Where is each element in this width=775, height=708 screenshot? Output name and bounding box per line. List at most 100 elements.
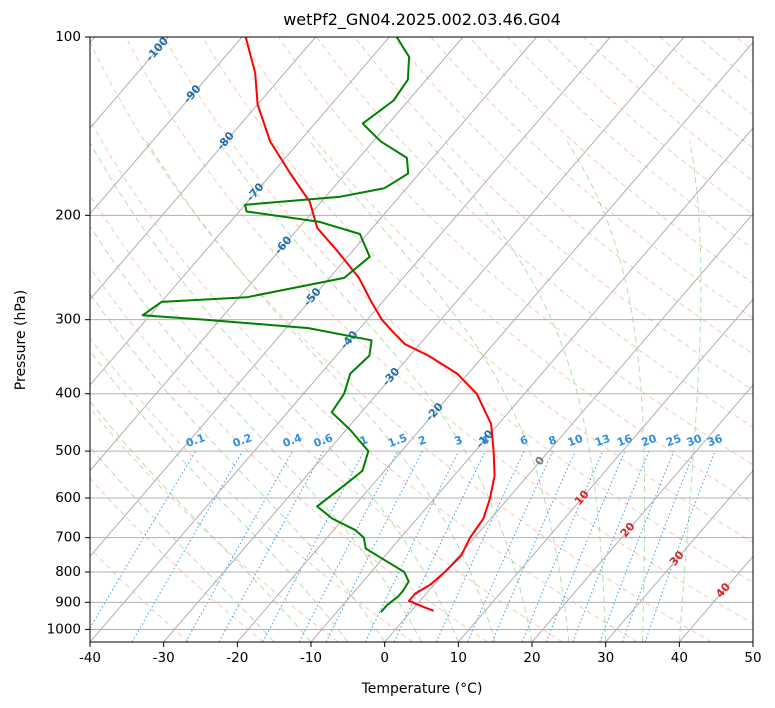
dry-adiabat xyxy=(90,194,563,642)
moist-adiabat xyxy=(90,400,312,642)
dry-adiabat xyxy=(430,37,753,319)
moist-adiabat xyxy=(90,141,459,642)
mixing-ratio-line xyxy=(545,450,626,642)
isotherm-line xyxy=(90,37,317,301)
dry-adiabat xyxy=(90,266,488,642)
profile-lines xyxy=(141,37,496,613)
mixing-ratio-label: 0.4 xyxy=(281,431,304,450)
y-axis: 100 200 300 400 500 600 700 800 900 1000 xyxy=(47,29,90,637)
mixing-ratio-label: 13 xyxy=(593,432,612,449)
isotherm-line xyxy=(531,384,753,642)
mixing-ratio-label: 6 xyxy=(518,433,530,448)
mixing-ratio-label: 0.2 xyxy=(231,431,254,450)
mixing-ratio-label: 0.6 xyxy=(312,431,335,450)
plot-frame xyxy=(89,36,754,643)
x-tick-label: -20 xyxy=(226,650,248,666)
isopleth-labels: -100-90-80-70-60-50-40-30-20-10010203040… xyxy=(143,37,733,600)
mixing-ratio-line xyxy=(621,450,695,642)
moist-adiabat xyxy=(90,446,275,642)
dry-adiabat xyxy=(392,37,753,355)
dry-adiabat xyxy=(201,37,753,543)
temperature-profile xyxy=(244,37,496,612)
grid-lines xyxy=(90,37,753,642)
dry-adiabat xyxy=(507,37,753,250)
y-tick-label: 1000 xyxy=(47,621,81,637)
moist-adiabat xyxy=(146,141,496,642)
x-tick-label: -40 xyxy=(79,650,101,666)
y-tick-label: 600 xyxy=(55,490,81,506)
y-tick-label: 200 xyxy=(55,207,81,223)
mixing-ratio-line xyxy=(185,450,293,642)
isotherm-line xyxy=(90,37,390,386)
mixing-ratio-line xyxy=(364,450,460,642)
mixing-ratio-label: 1 xyxy=(358,433,370,448)
chart-title: wetPf2_GN04.2025.002.03.46.G04 xyxy=(283,10,561,30)
mixing-ratio-line xyxy=(644,450,716,642)
isotherm-line xyxy=(90,37,611,642)
dewpoint-profile xyxy=(141,37,411,613)
isotherm-line xyxy=(90,37,243,215)
dry-adiabat xyxy=(735,37,753,52)
mixing-ratio-line xyxy=(393,450,486,642)
background-lines xyxy=(90,37,753,642)
dry-adiabat xyxy=(90,477,264,642)
dry-adiabat xyxy=(468,37,753,284)
dry-adiabat xyxy=(697,37,753,84)
isotherm-line xyxy=(90,37,538,558)
x-tick-label: 40 xyxy=(671,650,688,666)
mixing-ratio-line xyxy=(262,450,365,642)
mixing-ratio-line xyxy=(467,450,554,642)
mixing-ratio-label: 20 xyxy=(640,432,659,450)
mixing-ratio-line xyxy=(131,450,244,642)
dry-adiabat xyxy=(90,119,638,642)
isotherm-line xyxy=(236,41,753,642)
x-tick-label: 50 xyxy=(744,650,761,666)
mixing-ratio-line xyxy=(521,450,604,642)
x-tick-label: 30 xyxy=(597,650,614,666)
x-axis: -40 -30 -20 -10 0 10 20 30 40 50 xyxy=(79,642,762,666)
y-tick-label: 700 xyxy=(55,530,81,546)
mixing-ratio-line xyxy=(599,450,675,642)
isotherm-line xyxy=(605,469,753,642)
y-tick-label: 800 xyxy=(55,564,81,580)
mixing-ratio-label: 1.5 xyxy=(386,431,409,450)
dry-adiabat xyxy=(239,37,753,504)
mixing-ratio-label: 8 xyxy=(547,433,559,448)
x-axis-label: Temperature (°C) xyxy=(361,681,483,697)
moist-adiabat xyxy=(90,350,349,642)
mixing-ratio-line xyxy=(298,450,399,642)
y-tick-label: 300 xyxy=(55,312,81,328)
isotherm-line xyxy=(457,298,753,642)
moist-adiabat xyxy=(678,141,702,642)
y-tick-label: 400 xyxy=(55,386,81,402)
y-tick-label: 500 xyxy=(55,443,81,459)
isotherm-line xyxy=(163,37,685,642)
isotherm-line xyxy=(384,212,753,642)
mixing-ratio-label: 25 xyxy=(664,432,683,449)
y-tick-label: 100 xyxy=(55,29,81,45)
dry-adiabat xyxy=(354,37,753,391)
x-tick-label: -10 xyxy=(300,650,322,666)
mixing-ratio-line xyxy=(325,450,423,642)
dry-adiabat xyxy=(545,37,753,216)
moist-adiabat xyxy=(566,141,646,642)
y-axis-label: Pressure (hPa) xyxy=(13,290,29,390)
moist-adiabat xyxy=(427,140,607,642)
dry-adiabat xyxy=(125,37,753,624)
mixing-ratio-label: 36 xyxy=(705,432,724,450)
x-tick-label: 0 xyxy=(380,650,389,666)
mixing-ratio-label: 0.1 xyxy=(184,431,207,450)
mixing-ratio-line xyxy=(218,450,324,642)
y-tick-label: 900 xyxy=(55,594,81,610)
dry-adiabat xyxy=(90,407,339,642)
x-tick-label: 10 xyxy=(450,650,467,666)
mixing-ratio-label: 10 xyxy=(566,432,585,450)
mixing-ratio-label: 3 xyxy=(453,433,465,448)
isotherm-line xyxy=(310,127,753,642)
mixing-ratio-label: 16 xyxy=(615,432,634,450)
mixing-ratio-line xyxy=(572,450,650,642)
mixing-ratio-line xyxy=(491,450,576,642)
x-tick-label: -30 xyxy=(153,650,175,666)
isotherm-line xyxy=(752,641,753,642)
